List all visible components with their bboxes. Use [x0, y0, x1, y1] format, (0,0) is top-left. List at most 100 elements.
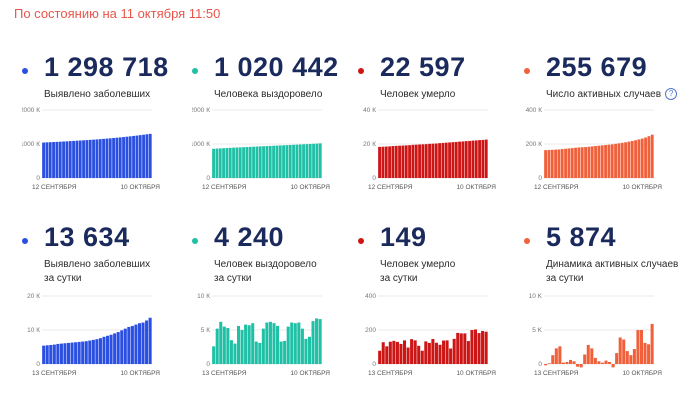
chart-bar: [417, 345, 421, 364]
chart-bar: [268, 145, 272, 178]
y-tick-label: 5 K: [532, 327, 542, 334]
chart-bar: [597, 361, 601, 364]
chart-bar: [590, 146, 594, 178]
stat-label: Выявлено заболевших: [44, 88, 150, 102]
bar-chart: 10 К 5 К 0 13 СЕНТЯБРЯ 10 ОКТЯБРЯ: [197, 293, 330, 377]
chart-bar: [52, 142, 55, 178]
chart-bar: [590, 348, 594, 364]
legend-dot: [192, 238, 198, 244]
chart-bar: [77, 341, 81, 364]
chart-bar: [63, 343, 67, 364]
stat-value: 255 679: [546, 52, 648, 82]
chart-bar: [634, 140, 637, 178]
stat-card: 13 634 Выявлено заболевших за сутки 20 К 10 …: [22, 222, 187, 407]
chart-bar: [617, 143, 621, 178]
chart-bar: [84, 341, 88, 364]
chart-bar: [413, 340, 417, 364]
chart-bar: [607, 144, 611, 178]
chart-bar: [647, 344, 651, 364]
chart-bar: [118, 137, 122, 178]
chart-bar: [92, 139, 95, 178]
y-tick-label: 0: [538, 361, 542, 368]
chart-bar: [394, 145, 398, 178]
chart-bar: [62, 141, 65, 178]
chart-bar: [95, 339, 99, 364]
chart-bar: [627, 141, 631, 178]
chart-bar: [558, 346, 562, 364]
y-tick-label: 0: [206, 175, 210, 182]
chart-bar: [315, 318, 319, 364]
chart-bar: [248, 146, 252, 178]
stat-label-line: за сутки: [546, 273, 584, 284]
chart-bar: [427, 342, 431, 364]
chart-bar: [434, 143, 438, 178]
chart-bar: [474, 140, 478, 178]
y-tick-label: 200 К: [526, 141, 543, 148]
chart-bar: [395, 341, 399, 364]
chart-bar: [45, 345, 49, 364]
chart-bar: [42, 345, 46, 364]
chart-bar: [148, 317, 152, 364]
chart-bar: [438, 344, 442, 364]
chart-bar: [586, 344, 590, 364]
chart-bar: [113, 333, 117, 364]
chart-bar: [461, 141, 465, 178]
chart-bar: [620, 142, 624, 178]
bar-chart: 400 200 0 13 СЕНТЯБРЯ 10 ОКТЯБРЯ: [365, 293, 496, 377]
chart-bar: [68, 141, 72, 178]
chart-bar: [568, 359, 573, 364]
chart-bar: [72, 140, 75, 178]
chart-bar: [600, 145, 604, 178]
y-tick-label: 400: [365, 293, 376, 300]
chart-bar: [608, 361, 612, 364]
chart-bar: [242, 147, 245, 178]
chart-bar: [477, 333, 481, 364]
chart-bar: [567, 148, 571, 178]
stat-label-line: за сутки: [44, 273, 82, 284]
legend-dot: [358, 238, 364, 244]
chart-bar: [112, 137, 115, 178]
chart-bar: [85, 140, 89, 178]
chart-bar: [265, 146, 269, 178]
chart-bar: [312, 143, 315, 178]
chart-bar: [456, 332, 460, 364]
stat-value: 22 597: [380, 52, 466, 82]
y-tick-label: 1000 К: [192, 141, 210, 148]
legend-dot: [524, 238, 530, 244]
chart-bar: [235, 147, 239, 178]
chart-bar: [226, 327, 230, 364]
chart-bar: [245, 147, 249, 178]
chart-bar: [276, 325, 280, 364]
chart-bar: [647, 136, 651, 178]
chart-bar: [632, 349, 636, 364]
chart-bar: [444, 142, 448, 178]
chart-bar: [261, 328, 265, 364]
x-tick-label: 13 СЕНТЯБРЯ: [202, 370, 247, 377]
chart-bar: [414, 144, 418, 178]
y-tick-label: 0: [538, 175, 542, 182]
x-tick-label: 10 ОКТЯБРЯ: [622, 184, 662, 191]
legend-dot: [22, 238, 28, 244]
x-tick-label: 10 ОКТЯБРЯ: [456, 370, 496, 377]
x-tick-label: 13 СЕНТЯБРЯ: [534, 370, 579, 377]
chart-bar: [431, 339, 435, 364]
chart-bar: [404, 145, 408, 178]
chart-bar: [481, 139, 485, 178]
chart-bar: [547, 363, 551, 364]
stat-header: 5 874: [524, 222, 689, 262]
question-icon[interactable]: ?: [665, 88, 678, 101]
chart-bar: [442, 340, 446, 364]
chart-bar: [392, 340, 396, 364]
chart-bar: [544, 150, 547, 178]
chart-bar: [587, 146, 591, 178]
stat-value: 1 298 718: [44, 52, 169, 82]
x-tick-label: 10 ОКТЯБРЯ: [456, 184, 496, 191]
stat-card: 255 679 Число активных случаев? 400 К 200 К…: [524, 52, 689, 237]
chart-bar: [278, 145, 282, 178]
chart-bar: [98, 338, 102, 364]
x-tick-label: 12 СЕНТЯБРЯ: [368, 184, 413, 191]
chart-bar: [58, 141, 62, 178]
chart-bar: [265, 322, 269, 364]
